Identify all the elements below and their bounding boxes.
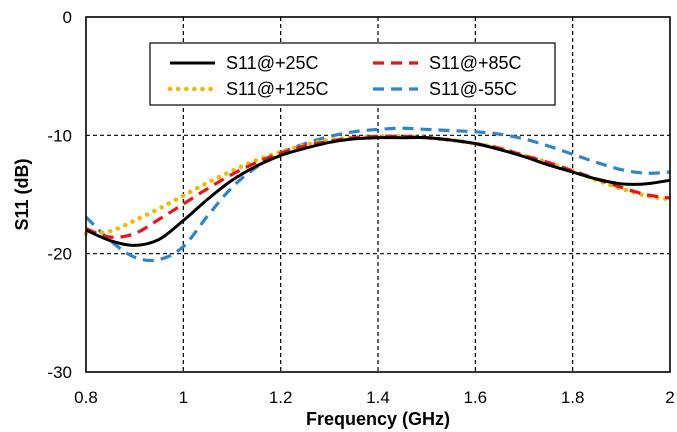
y-tick-label: 0 [63, 8, 72, 27]
x-tick-label: 1.4 [366, 388, 390, 407]
legend: S11@+25C S11@+85C S11@+125C S11@-55C [149, 42, 556, 106]
series-lines [83, 126, 673, 263]
legend-label: S11@+25C [226, 53, 319, 73]
x-tick-label: 1 [179, 388, 188, 407]
series-line-1 [85, 136, 671, 247]
x-tick-label: 2 [665, 388, 674, 407]
y-tick-label: -20 [47, 245, 72, 264]
x-tick-label: 1.8 [561, 388, 585, 407]
legend-label: S11@-55C [429, 79, 517, 99]
series-line-4 [84, 126, 671, 263]
x-tick-label: 1.2 [269, 388, 293, 407]
legend-label: S11@+85C [429, 53, 522, 73]
y-tick-labels: -30 -20 -10 0 [47, 8, 72, 382]
x-tick-labels: 0.8 1 1.2 1.4 1.6 1.8 2 [74, 388, 675, 407]
legend-box [149, 42, 556, 106]
x-axis-title: Frequency (GHz) [306, 409, 450, 429]
x-tick-label: 0.8 [74, 388, 98, 407]
y-tick-label: -10 [47, 126, 72, 145]
y-tick-label: -30 [47, 363, 72, 382]
legend-label: S11@+125C [226, 79, 329, 99]
y-axis-title: S11 (dB) [12, 158, 32, 230]
plot-frame [85, 16, 671, 373]
x-tick-label: 1.6 [464, 388, 488, 407]
